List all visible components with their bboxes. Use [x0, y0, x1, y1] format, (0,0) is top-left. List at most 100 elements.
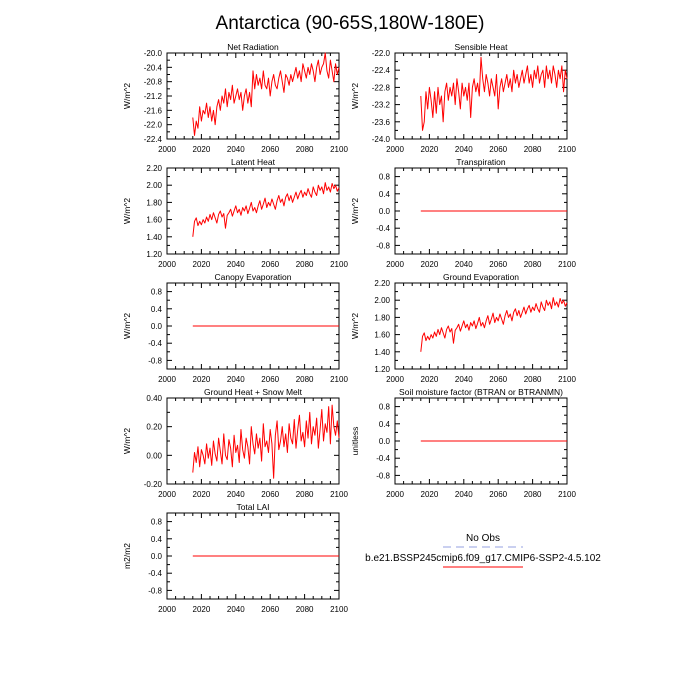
legend-label-model: b.e21.BSSP245cmip6.f09_g17.CMIP6-SSP2-4.…	[365, 553, 601, 564]
legend: No Obs b.e21.BSSP245cmip6.f09_g17.CMIP6-…	[365, 533, 601, 568]
x-tick-label: 2100	[330, 375, 348, 384]
y-tick-label: 0.8	[379, 173, 391, 182]
y-tick-label: 1.20	[146, 250, 162, 259]
y-axis-label: unitless	[350, 427, 360, 456]
x-tick-label: 2000	[386, 490, 404, 499]
x-tick-label: 2000	[386, 375, 404, 384]
y-tick-label: -23.2	[372, 101, 391, 110]
y-axis-label: W/m^2	[122, 428, 132, 454]
y-tick-label: 1.40	[146, 233, 162, 242]
panel-9: 2000 2020 2040 2060 2080 2100 -0.8 -0.4 0.0 0.4 0.…	[122, 502, 348, 614]
y-tick-label: -0.20	[144, 480, 163, 489]
x-tick-label: 2060	[261, 375, 279, 384]
y-tick-label: -0.4	[376, 224, 390, 233]
x-tick-label: 2060	[261, 145, 279, 154]
y-tick-label: 0.40	[146, 394, 162, 403]
y-tick-label: 2.20	[146, 164, 162, 173]
x-tick-label: 2080	[296, 605, 314, 614]
figure-title: Antarctica (90-65S,180W-180E)	[216, 13, 485, 34]
x-tick-label: 2040	[227, 490, 245, 499]
y-tick-label: 0.4	[151, 535, 163, 544]
y-tick-label: -20.0	[144, 49, 163, 58]
y-tick-label: -22.4	[372, 66, 391, 75]
panel-6: 2000 2020 2040 2060 2080 2100 1.20 1.40 1.60 1.80…	[350, 272, 576, 384]
y-tick-label: -0.8	[148, 586, 162, 595]
x-tick-label: 2060	[489, 375, 507, 384]
y-tick-label: 0.20	[146, 423, 162, 432]
y-tick-label: -20.8	[144, 78, 163, 87]
y-tick-label: 0.0	[151, 322, 163, 331]
y-tick-label: -21.6	[144, 106, 163, 115]
y-tick-label: 0.0	[379, 437, 391, 446]
x-tick-label: 2080	[296, 145, 314, 154]
y-tick-label: -0.8	[376, 471, 390, 480]
y-tick-label: 1.40	[374, 348, 390, 357]
x-tick-label: 2100	[330, 260, 348, 269]
x-tick-label: 2060	[489, 260, 507, 269]
y-axis-label: m2/m2	[122, 543, 132, 569]
x-tick-label: 2040	[455, 145, 473, 154]
legend-label-obs: No Obs	[466, 533, 500, 544]
panel-4: 2000 2020 2040 2060 2080 2100 -0.8 -0.4 0.0 0.4 0.…	[350, 157, 576, 269]
y-tick-label: -22.4	[144, 135, 163, 144]
panel-title: Net Radiation	[227, 42, 279, 52]
y-axis-label: W/m^2	[350, 198, 360, 224]
x-tick-label: 2020	[193, 490, 211, 499]
x-tick-label: 2100	[330, 605, 348, 614]
x-tick-label: 2080	[524, 145, 542, 154]
x-tick-label: 2020	[421, 375, 439, 384]
panel-1: 2000 2020 2040 2060 2080 2100 -22.4 -22.0 -21.6 -…	[122, 42, 348, 154]
y-tick-label: 1.60	[374, 331, 390, 340]
y-axis-label: W/m^2	[122, 313, 132, 339]
x-tick-label: 2060	[261, 490, 279, 499]
x-tick-label: 2080	[524, 490, 542, 499]
panel-title: Ground Heat + Snow Melt	[204, 387, 303, 397]
x-tick-label: 2080	[296, 490, 314, 499]
x-tick-label: 2100	[558, 490, 576, 499]
x-tick-label: 2020	[421, 260, 439, 269]
series-line-1	[420, 56, 568, 131]
y-tick-label: -0.4	[148, 569, 162, 578]
series-line-1	[192, 52, 340, 136]
series-line-1	[192, 182, 340, 237]
x-tick-label: 2020	[421, 145, 439, 154]
y-axis-label: W/m^2	[122, 198, 132, 224]
y-axis-label: W/m^2	[350, 83, 360, 109]
y-tick-label: 0.4	[379, 190, 391, 199]
y-tick-label: -24.0	[372, 135, 391, 144]
y-tick-label: -22.0	[144, 121, 163, 130]
x-tick-label: 2020	[421, 490, 439, 499]
y-axis-label: W/m^2	[122, 83, 132, 109]
x-tick-label: 2000	[158, 145, 176, 154]
x-tick-label: 2040	[227, 605, 245, 614]
x-tick-label: 2060	[489, 145, 507, 154]
panel-2: 2000 2020 2040 2060 2080 2100 -24.0 -23.6 -23.2 -…	[350, 42, 576, 154]
panel-8: 2000 2020 2040 2060 2080 2100 -0.8 -0.4 0.0 0.4 0.…	[350, 387, 576, 499]
x-tick-label: 2100	[330, 490, 348, 499]
y-tick-label: -22.0	[372, 49, 391, 58]
x-tick-label: 2080	[524, 375, 542, 384]
y-tick-label: -0.8	[376, 241, 390, 250]
y-tick-label: 1.20	[374, 365, 390, 374]
y-tick-label: 0.00	[146, 451, 162, 460]
x-tick-label: 2040	[455, 375, 473, 384]
x-tick-label: 2080	[296, 375, 314, 384]
y-tick-label: -0.4	[148, 339, 162, 348]
panel-title: Latent Heat	[231, 157, 276, 167]
y-tick-label: 2.20	[374, 279, 390, 288]
x-tick-label: 2000	[158, 605, 176, 614]
y-tick-label: 0.8	[151, 518, 163, 527]
plot-frame	[166, 52, 340, 140]
series-line-1	[420, 297, 568, 352]
x-tick-label: 2100	[558, 145, 576, 154]
y-tick-label: 0.8	[379, 403, 391, 412]
x-tick-label: 2060	[489, 490, 507, 499]
y-tick-label: 0.0	[151, 552, 163, 561]
x-tick-label: 2040	[455, 260, 473, 269]
x-tick-label: 2020	[193, 145, 211, 154]
y-tick-label: 1.60	[146, 216, 162, 225]
panel-title: Sensible Heat	[455, 42, 509, 52]
y-tick-label: -20.4	[144, 63, 163, 72]
x-tick-label: 2100	[558, 260, 576, 269]
